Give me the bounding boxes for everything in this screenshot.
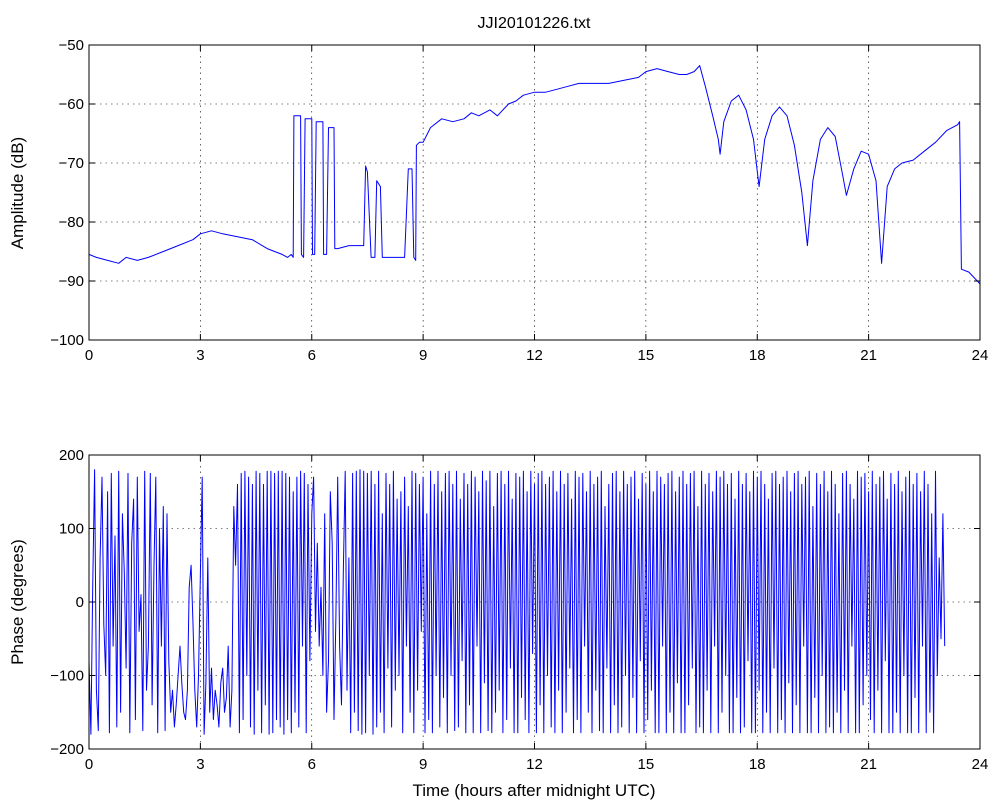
phase-y-axis-label: Phase (degrees) bbox=[8, 539, 27, 665]
phase-x-tick-label-7: 21 bbox=[860, 756, 877, 773]
phase-x-tick-label-6: 18 bbox=[749, 756, 766, 773]
amplitude-y-tick-label-5: −50 bbox=[59, 37, 84, 54]
phase-ticks: 0 3 6 9 12 15 18 21 24 −200 −100 0 100 200 bbox=[50, 447, 988, 773]
phase-x-tick-label-5: 15 bbox=[638, 756, 655, 773]
amplitude-x-tick-label-6: 18 bbox=[749, 347, 766, 364]
amplitude-y-tick-label-3: −70 bbox=[59, 155, 84, 172]
phase-x-tick-label-1: 3 bbox=[196, 756, 204, 773]
amplitude-x-tick-label-7: 21 bbox=[860, 347, 877, 364]
phase-series-line bbox=[88, 469, 946, 735]
amplitude-y-tick-label-1: −90 bbox=[59, 273, 84, 290]
phase-x-tick-label-3: 9 bbox=[419, 756, 427, 773]
phase-y-tick-label-1: −100 bbox=[50, 668, 84, 685]
phase-x-tick-label-2: 6 bbox=[308, 756, 316, 773]
phase-x-tick-label-8: 24 bbox=[972, 756, 989, 773]
phase-y-tick-label-0: −200 bbox=[50, 741, 84, 758]
phase-y-tick-label-2: 0 bbox=[76, 594, 84, 611]
amplitude-x-tick-label-2: 6 bbox=[308, 347, 316, 364]
amplitude-x-tick-label-5: 15 bbox=[638, 347, 655, 364]
phase-axes: 0 3 6 9 12 15 18 21 24 −200 −100 0 100 200 Phase (deg… bbox=[8, 447, 988, 800]
amplitude-ticks: 0 3 6 9 12 15 18 21 24 −100 −90 −80 −70 −60 −50 bbox=[50, 37, 988, 364]
phase-series-group bbox=[88, 469, 946, 735]
phase-x-tick-label-0: 0 bbox=[85, 756, 93, 773]
amplitude-x-tick-label-0: 0 bbox=[85, 347, 93, 364]
phase-y-tick-label-4: 200 bbox=[59, 447, 84, 464]
amplitude-x-tick-label-4: 12 bbox=[526, 347, 543, 364]
phase-y-tick-label-3: 100 bbox=[59, 521, 84, 538]
amplitude-grid bbox=[89, 45, 980, 340]
phase-x-axis-label: Time (hours after midnight UTC) bbox=[412, 781, 655, 800]
amplitude-y-tick-label-0: −100 bbox=[50, 332, 84, 349]
chart-title: JJI20101226.txt bbox=[478, 15, 592, 32]
amplitude-x-tick-label-1: 3 bbox=[196, 347, 204, 364]
amplitude-x-tick-label-3: 9 bbox=[419, 347, 427, 364]
amplitude-y-tick-label-4: −60 bbox=[59, 96, 84, 113]
amplitude-y-axis-label: Amplitude (dB) bbox=[8, 137, 27, 249]
amplitude-series-line bbox=[88, 65, 981, 285]
amplitude-y-tick-label-2: −80 bbox=[59, 214, 84, 231]
amplitude-x-tick-label-8: 24 bbox=[972, 347, 989, 364]
amplitude-series-group bbox=[88, 65, 981, 285]
phase-x-tick-label-4: 12 bbox=[526, 756, 543, 773]
amplitude-axes: 0 3 6 9 12 15 18 21 24 −100 −90 −80 −70 −60 −50 Amplit… bbox=[8, 37, 988, 364]
